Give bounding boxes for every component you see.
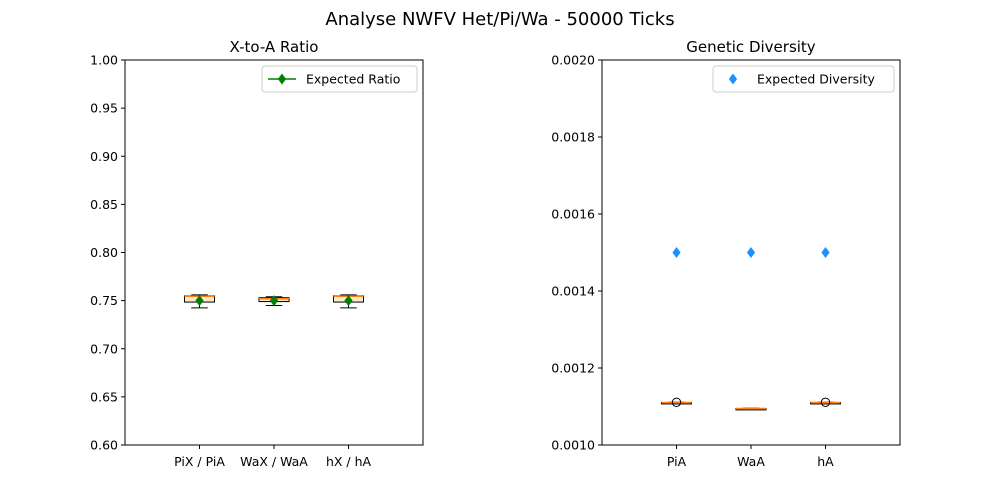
plot-area-left: [124, 59, 424, 446]
figure-title: Analyse NWFV Het/Pi/Wa - 50000 Ticks: [325, 9, 674, 30]
y-tick-label-right: 0.0014: [551, 284, 595, 299]
chart-right: Genetic Diversity 0.0010 0.0012 0.0014 0.00…: [551, 38, 901, 469]
y-tick-label-left: 0.75: [90, 293, 118, 308]
expected-marker: [195, 295, 204, 307]
y-tick-label-left: 0.70: [90, 341, 118, 356]
y-tick-label-right: 0.0012: [551, 361, 595, 376]
y-tick-label-left: 0.85: [90, 197, 118, 212]
y-tick-label-right: 0.0018: [551, 130, 595, 145]
expected-marker: [672, 247, 681, 258]
expected-marker: [746, 247, 756, 258]
y-tick-label-left: 0.90: [90, 149, 118, 164]
y-tick-label-left: 0.65: [90, 389, 118, 404]
y-tick-label-left: 0.95: [90, 101, 118, 116]
expected-marker: [269, 295, 279, 307]
y-tick-label-right: 0.0010: [551, 438, 595, 453]
y-tick-label-left: 0.80: [90, 245, 118, 260]
x-tick-label-right: WaA: [737, 454, 765, 469]
box-right-1: [735, 407, 767, 411]
legend-marker: [728, 73, 738, 85]
expected-marker: [821, 247, 830, 258]
expected-series-right: [672, 247, 830, 258]
legend-right: Expected Diversity: [712, 65, 895, 93]
x-tick-label-left: hX / hA: [326, 454, 372, 469]
expected-series-left: [195, 295, 353, 307]
x-tick-label-left: PiX / PiA: [174, 454, 225, 469]
y-tick-label-right: 0.0016: [551, 207, 595, 222]
x-tick-label-left: WaX / WaA: [240, 454, 308, 469]
x-tick-label-right: PiA: [667, 454, 687, 469]
chart-right-title: Genetic Diversity: [686, 38, 816, 56]
y-tick-label-right: 0.0020: [551, 53, 595, 68]
legend-frame: [712, 65, 895, 93]
box-flier: [820, 397, 831, 407]
legend-left: Expected Ratio: [261, 65, 418, 93]
legend-frame: [261, 65, 418, 93]
x-tick-label-right: hA: [817, 454, 834, 469]
legend-label: Expected Diversity: [757, 72, 876, 87]
box-right-0: [661, 397, 692, 407]
legend-marker: [277, 73, 287, 85]
y-tick-label-left: 1.00: [90, 53, 118, 68]
expected-marker: [344, 295, 353, 307]
box-right-2: [810, 397, 841, 407]
chart-left: X-to-A Ratio 0.60 0.65 0.70 0.75 0.80 0.85 0.9…: [90, 38, 424, 469]
legend-label: Expected Ratio: [306, 72, 400, 87]
box-flier: [671, 397, 682, 407]
y-tick-label-left: 0.60: [90, 438, 118, 453]
chart-left-title: X-to-A Ratio: [230, 38, 319, 56]
